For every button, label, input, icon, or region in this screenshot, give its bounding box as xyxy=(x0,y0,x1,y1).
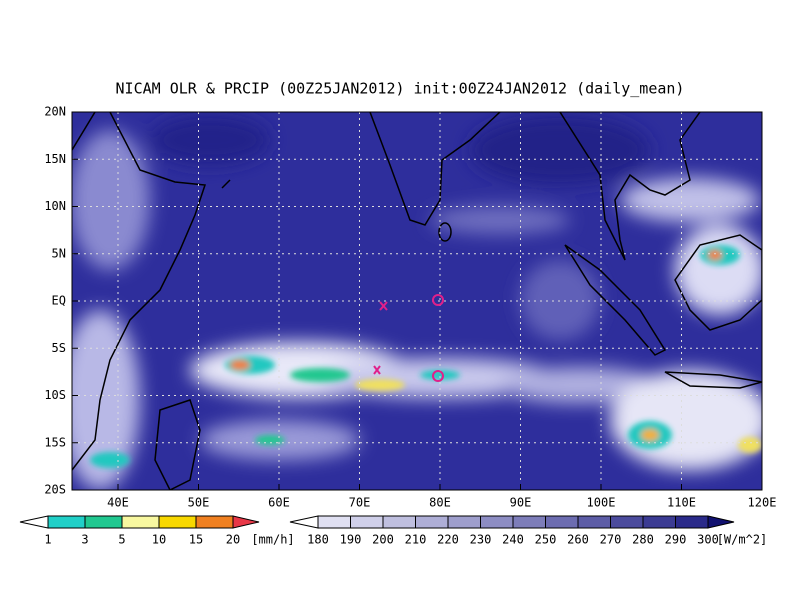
colorbar-label: 200 xyxy=(372,533,394,547)
colorbar-label: 300 xyxy=(697,533,719,547)
colorbar-box xyxy=(158,515,197,529)
lat-label: 5N xyxy=(52,246,66,260)
colorbar-box xyxy=(480,515,514,529)
colorbar-label: 250 xyxy=(535,533,557,547)
lat-label: 20N xyxy=(44,105,66,119)
colorbar-label: 1 xyxy=(44,533,51,547)
title: NICAM OLR & PRCIP (00Z25JAN2012) init:00… xyxy=(116,80,685,98)
colorbar-label: 190 xyxy=(340,533,362,547)
colorbar-unit: [mm/h] xyxy=(251,533,294,547)
lon-label: 80E xyxy=(429,496,451,510)
colorbar-label: 15 xyxy=(189,533,203,547)
colorbar-label: 270 xyxy=(600,533,622,547)
colorbar-box xyxy=(350,515,384,529)
lon-label: 60E xyxy=(268,496,290,510)
colorbar-box xyxy=(642,515,676,529)
colorbar-label: 210 xyxy=(405,533,427,547)
colorbar-arrow xyxy=(289,515,319,529)
lat-label: 10N xyxy=(44,199,66,213)
lon-label: 70E xyxy=(349,496,371,510)
colorbar-arrow xyxy=(19,515,49,529)
lon-label: 100E xyxy=(587,496,616,510)
colorbar-unit: [W/m^2] xyxy=(717,533,768,547)
colorbar-label: 240 xyxy=(502,533,524,547)
lon-label: 120E xyxy=(748,496,777,510)
colorbar-label: 20 xyxy=(226,533,240,547)
lat-label: EQ xyxy=(52,294,66,308)
colorbar-label: 260 xyxy=(567,533,589,547)
colorbar-arrow xyxy=(232,515,260,529)
lon-label: 50E xyxy=(188,496,210,510)
lat-label: 5S xyxy=(52,341,66,355)
colorbar-label: 5 xyxy=(118,533,125,547)
colorbar-label: 280 xyxy=(632,533,654,547)
colorbar-box xyxy=(675,515,709,529)
lon-label: 110E xyxy=(667,496,696,510)
colorbar-box xyxy=(84,515,123,529)
colorbar-label: 10 xyxy=(152,533,166,547)
colorbar-box xyxy=(382,515,416,529)
colorbar-box xyxy=(447,515,481,529)
colorbar-box xyxy=(577,515,611,529)
colorbar-box xyxy=(545,515,579,529)
colorbar-box xyxy=(415,515,449,529)
lat-label: 15N xyxy=(44,152,66,166)
colorbar-box xyxy=(47,515,86,529)
colorbar-box xyxy=(610,515,644,529)
colorbar-label: 180 xyxy=(307,533,329,547)
lon-label: 90E xyxy=(510,496,532,510)
map-field xyxy=(72,112,762,490)
colorbar-label: 230 xyxy=(470,533,492,547)
colorbar-label: 290 xyxy=(665,533,687,547)
colorbar-box xyxy=(195,515,234,529)
lat-label: 20S xyxy=(44,483,66,497)
lat-label: 15S xyxy=(44,435,66,449)
colorbar-box xyxy=(317,515,351,529)
lon-label: 40E xyxy=(107,496,129,510)
lat-label: 10S xyxy=(44,388,66,402)
colorbar-label: 3 xyxy=(81,533,88,547)
colorbar-box xyxy=(512,515,546,529)
colorbar-label: 220 xyxy=(437,533,459,547)
colorbar-arrow xyxy=(707,515,735,529)
colorbar-box xyxy=(121,515,160,529)
